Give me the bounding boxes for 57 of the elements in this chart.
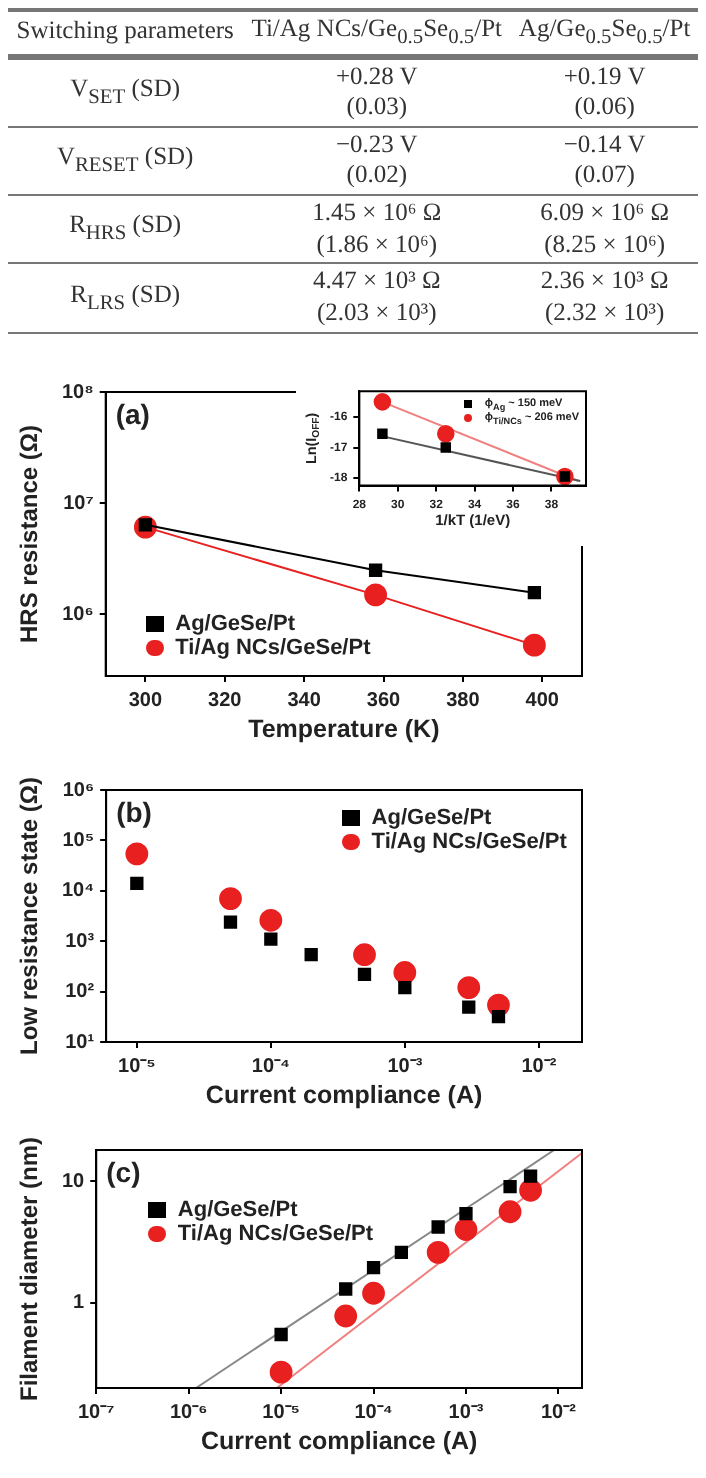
y-tick-label: 10⁴ xyxy=(61,880,95,903)
x-tick-label: 320 xyxy=(208,689,243,712)
y-tick-label: 1 xyxy=(73,1292,86,1315)
x-tick-label: 300 xyxy=(128,689,163,712)
x-tick-label: 380 xyxy=(446,689,481,712)
x-tick-label: 10⁻⁴ xyxy=(354,1401,393,1424)
legend-label: Ti/Ag NCs/GeSe/Pt xyxy=(371,830,567,854)
y-tick-label: 10⁷ xyxy=(63,492,94,515)
text: R$_{LRS}$ (SD) xyxy=(8,263,243,333)
text: −0.14 V (0.07) xyxy=(511,126,698,196)
y-tick-label: 10⁶ xyxy=(62,779,95,802)
x-axis-title: Current compliance (A) xyxy=(205,1081,483,1110)
y-tick-label: 10² xyxy=(65,981,96,1004)
y-tick-label: 10¹ xyxy=(65,1031,96,1054)
text: 6.09 × 10⁶ Ω (8.25 × 10⁶) xyxy=(511,195,698,264)
x-axis-title: Temperature (K) xyxy=(248,715,440,744)
x-tick-label: 10⁻⁷ xyxy=(78,1401,115,1424)
x-tick-label: 10⁻⁵ xyxy=(262,1401,301,1424)
text: R$_{HRS}$ (SD) xyxy=(8,195,243,264)
y-tick-label: 10⁸ xyxy=(61,381,95,404)
annotation: (b) xyxy=(116,795,152,828)
legend-label: Ag/GeSe/Pt xyxy=(175,612,296,636)
x-tick-label: 10⁻³ xyxy=(448,1401,485,1424)
y-axis-title: Filament diameter (nm) xyxy=(14,1136,43,1402)
x-tick-label: 360 xyxy=(366,689,402,712)
text: V$_{RESET}$ (SD) xyxy=(8,126,243,196)
text: 4.47 × 10³ Ω (2.03 × 10³) xyxy=(242,263,512,333)
y-tick-label: 10⁶ xyxy=(62,604,94,626)
text: 1.45 × 10⁶ Ω (1.86 × 10⁶) xyxy=(242,195,512,264)
y-axis-title: Low resistance state (Ω) xyxy=(14,777,43,1055)
text: +0.19 V (0.06) xyxy=(511,56,698,127)
y-tick-label: 10³ xyxy=(65,930,96,953)
x-tick-label: 10⁻² xyxy=(540,1401,578,1424)
text: +0.28 V (0.03) xyxy=(242,56,512,127)
legend-label: Ag/GeSe/Pt xyxy=(371,806,492,830)
x-tick-label: 10⁻⁴ xyxy=(251,1055,290,1078)
x-tick-label: 400 xyxy=(525,689,560,712)
annotation: (a) xyxy=(115,397,150,430)
legend-label: Ti/Ag NCs/GeSe/Pt xyxy=(175,636,371,660)
text: Switching parameters xyxy=(8,10,243,57)
x-tick-label: 10⁻⁶ xyxy=(169,1401,208,1424)
y-tick-label: 10 xyxy=(62,1170,86,1193)
x-tick-label: 340 xyxy=(287,689,322,712)
text: V$_{SET}$ (SD) xyxy=(8,56,243,127)
text: −0.23 V (0.02) xyxy=(242,126,512,196)
text: 2.36 × 10³ Ω (2.32 × 10³) xyxy=(511,263,698,333)
legend-label: Ti/Ag NCs/GeSe/Pt xyxy=(177,1222,374,1246)
text: Ti/Ag NCs/Ge$_{0.5}$Se$_{0.5}$/Pt xyxy=(242,10,512,57)
annotation: (c) xyxy=(106,1155,141,1188)
x-tick-label: 10⁻² xyxy=(521,1055,558,1078)
x-axis-title: Current compliance (A) xyxy=(200,1427,478,1456)
x-tick-label: 10⁻³ xyxy=(387,1055,424,1078)
y-tick-label: 10⁵ xyxy=(62,829,95,852)
y-axis-title: HRS resistance (Ω) xyxy=(14,424,43,643)
text: Ag/Ge$_{0.5}$Se$_{0.5}$/Pt xyxy=(511,10,698,57)
legend-label: Ag/GeSe/Pt xyxy=(177,1198,298,1222)
x-tick-label: 10⁻⁵ xyxy=(118,1055,157,1078)
